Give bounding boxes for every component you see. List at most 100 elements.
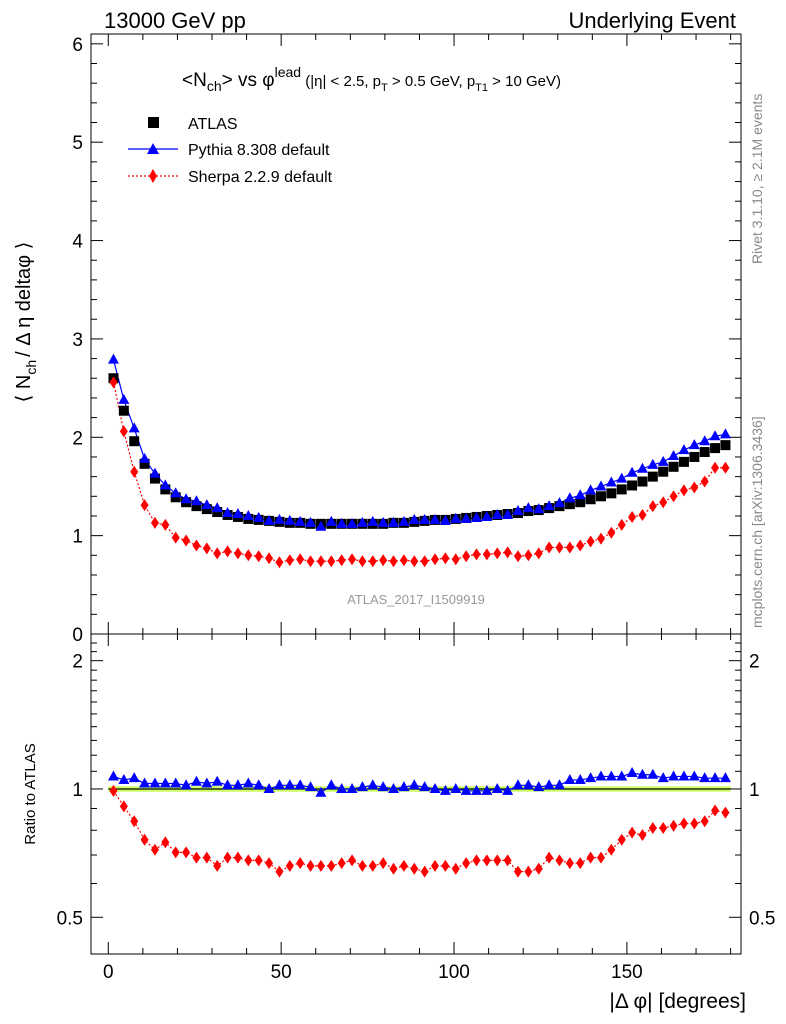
sherpa-ratio-point [306,859,315,872]
pythia-ratio-point [325,779,337,790]
pythia-point [439,514,451,525]
atlas-point [595,491,606,502]
pythia-point [678,444,690,455]
sherpa-point [119,425,128,438]
pythia-ratio-point [211,775,223,786]
sherpa-ratio-point [555,854,564,867]
pythia-ratio-point [678,770,690,781]
sherpa-ratio-point [368,859,377,872]
sherpa-ratio-point [233,851,242,864]
y-tick-label: 1 [72,527,83,548]
sherpa-ratio-point [399,859,408,872]
sherpa-point [348,553,357,566]
x-tick-label: 0 [103,962,114,983]
sherpa-ratio-point [109,784,118,797]
sherpa-ratio-point [659,821,668,834]
sherpa-ratio-point [524,865,533,878]
pythia-ratio-point [502,784,514,795]
pythia-point [533,503,545,514]
pythia-point [284,514,296,525]
sherpa-point [628,510,637,523]
atlas-point [637,476,648,487]
sherpa-point [524,549,533,562]
pythia-point [180,493,192,504]
y-tick-label: 3 [72,330,83,351]
atlas-point [627,480,638,491]
sherpa-ratio-point [669,819,678,832]
pythia-ratio-point [585,772,597,783]
pythia-ratio-point [201,777,213,788]
pythia-ratio-point [294,779,306,790]
sherpa-ratio-point [711,804,720,817]
sherpa-point [700,475,709,488]
pythia-line [112,359,726,528]
pythia-ratio-point [190,775,202,786]
sherpa-point [513,550,522,563]
sherpa-point [721,461,730,474]
pythia-ratio-point [336,782,348,793]
sherpa-ratio-point [119,800,128,813]
header-left: 13000 GeV pp [104,8,246,33]
sherpa-point [265,552,274,565]
sherpa-point [451,553,460,566]
sherpa-point [565,541,574,554]
atlas-point [118,405,129,416]
pythia-ratio-point [564,773,576,784]
pythia-point [636,462,648,473]
sherpa-ratio-point [140,833,149,846]
sherpa-ratio-point [213,859,222,872]
pythia-point [585,484,597,495]
sherpa-ratio-point [607,843,616,856]
sherpa-ratio-point [586,851,595,864]
ratio-y-tick-label-right: 2 [749,652,760,673]
pythia-point [201,499,213,510]
sherpa-ratio-point [472,854,481,867]
pythia-ratio-point [481,784,493,795]
ratio-y-tick-label-right: 1 [749,780,760,801]
sherpa-ratio-point [482,854,491,867]
pythia-ratio-point [159,777,171,788]
pythia-point [719,428,731,439]
sherpa-point [192,539,201,552]
pythia-ratio-point [305,781,317,792]
legend: ATLAS Pythia 8.308 default Sherpa 2.2.9 … [128,116,333,186]
pythia-point [128,422,140,433]
ratio-y-tick-label: 1 [72,780,83,801]
sherpa-point [285,554,294,567]
pythia-point [553,497,565,508]
sherpa-ratio-point [513,865,522,878]
pythia-point [336,517,348,528]
pythia-point [315,520,327,531]
pythia-point [543,500,555,511]
pythia-point [139,452,151,463]
legend-atlas-label: ATLAS [188,116,238,133]
sherpa-point [441,552,450,565]
sherpa-point [223,545,232,558]
pythia-point [481,510,493,521]
pythia-point [616,472,628,483]
sherpa-point [555,541,564,554]
sherpa-point [109,376,118,389]
pythia-ratio-point [273,779,285,790]
sherpa-point [545,541,554,554]
x-axis-label: |Δ φ| [degrees] [609,990,746,1013]
pythia-ratio-point [522,779,534,790]
pythia-ratio-point [668,770,680,781]
sherpa-ratio-point [462,857,471,870]
pythia-point [263,514,275,525]
sherpa-point [399,554,408,567]
x-tick-label: 50 [271,962,292,983]
pythia-ratio-point [574,773,586,784]
ratio-panel-frame [90,633,742,955]
pythia-point [325,515,337,526]
pythia-point [367,515,379,526]
plot-title: <Nch> vs φlead (|η| < 2.5, pT > 0.5 GeV,… [182,64,561,94]
sherpa-ratio-point [348,854,357,867]
pythia-ratio-point [388,782,400,793]
sherpa-ratio-point [316,859,325,872]
pythia-point [522,502,534,513]
sherpa-ratio-point [150,843,159,856]
pythia-point [222,507,234,518]
pythia-point [356,516,368,527]
